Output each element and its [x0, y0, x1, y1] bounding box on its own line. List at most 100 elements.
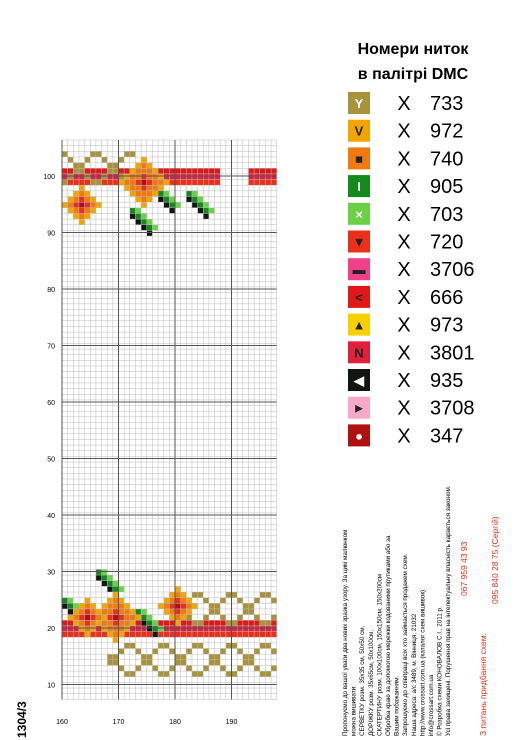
thread-swatch: [348, 202, 370, 225]
stitch: [225, 620, 232, 626]
stitch: [78, 179, 85, 186]
stitch: [146, 625, 153, 632]
y-tick-label: 50: [47, 457, 55, 464]
stitch: [208, 168, 215, 174]
stitch: [141, 162, 147, 169]
stitch: [265, 179, 272, 186]
note-line: Наша адреса: а/с 3489, м. Вінниця, 21032: [410, 613, 418, 736]
stitch: [90, 620, 96, 626]
stitch: [175, 586, 181, 592]
stitch: [197, 179, 204, 186]
stitch: [175, 631, 181, 638]
stitch: [67, 625, 74, 632]
stitch: [191, 642, 198, 649]
stitch: [214, 608, 221, 615]
stitch: [208, 631, 215, 638]
stitch: [225, 671, 232, 677]
stitch: [158, 179, 164, 186]
cross-mark: X: [397, 204, 410, 226]
stitch: [78, 207, 85, 214]
stitch: [107, 654, 113, 660]
stitch: [95, 614, 102, 621]
stitch: [271, 648, 277, 655]
cross-mark: X: [397, 93, 410, 115]
stitch: [265, 642, 272, 649]
stitch: [135, 196, 142, 203]
stitch: [265, 671, 272, 677]
stitch: [265, 592, 272, 598]
stitch: [220, 614, 226, 621]
stitch: [197, 168, 204, 174]
stitch: [175, 603, 181, 609]
stitch: [84, 168, 91, 174]
stitch: [107, 168, 113, 174]
stitch: [73, 207, 79, 214]
stitch: [180, 603, 187, 609]
stitch: [84, 631, 91, 638]
stitch: [169, 207, 175, 214]
note-line: Обробка краю за допомогою мережки кодова…: [384, 535, 392, 736]
stitch: [254, 631, 260, 638]
stitch: [107, 580, 113, 587]
stitch: [169, 168, 175, 174]
stitch: [158, 185, 164, 191]
stitch: [152, 190, 159, 197]
stitch: [67, 614, 74, 621]
stitch: [90, 631, 96, 638]
cross-mark: X: [397, 176, 410, 198]
stitch: [180, 659, 187, 666]
stitch: [214, 659, 221, 666]
stitch: [163, 168, 170, 174]
stitch: [191, 202, 198, 208]
stitch: [90, 207, 96, 214]
stitch: [248, 631, 255, 638]
stitch: [95, 569, 102, 576]
stitch: [203, 620, 209, 626]
stitch: [90, 168, 96, 174]
note-line: СЕРВЕТКУ розм. 35х35 см, 50х50 см,: [359, 625, 366, 736]
stitch: [158, 603, 164, 609]
stitch: [141, 224, 147, 231]
stitch: [186, 196, 192, 203]
y-tick-label: 30: [47, 570, 55, 577]
y-tick-label: 60: [47, 400, 55, 407]
stitch: [231, 592, 238, 598]
stitch: [152, 185, 159, 191]
stitch: [124, 179, 130, 186]
stitch: [101, 179, 108, 186]
stitch: [107, 586, 113, 592]
stitch: [107, 620, 113, 626]
stitch: [175, 179, 181, 186]
stitch: [112, 162, 119, 169]
stitch: [73, 625, 79, 632]
stitch: [112, 625, 119, 632]
stitch: [124, 614, 130, 621]
stitch: [124, 620, 130, 626]
stitch: [158, 631, 164, 638]
stitch: [78, 620, 85, 626]
stitch: [107, 173, 113, 180]
stitch: [169, 625, 175, 632]
stitch: [254, 168, 260, 174]
stitch: [78, 614, 85, 621]
stitch: [118, 603, 125, 609]
stitch: [265, 631, 272, 638]
pattern-id: 1304/3: [15, 701, 29, 738]
stitch: [73, 614, 79, 621]
stitch: [141, 185, 147, 191]
stitch: [242, 608, 249, 615]
stitch: [73, 202, 79, 208]
stitch: [169, 592, 175, 598]
stitch: [84, 207, 91, 214]
stitch: [124, 168, 130, 174]
stitch: [95, 202, 102, 208]
stitch: [90, 625, 96, 632]
stitch: [62, 620, 68, 626]
stitch: [186, 603, 192, 609]
stitch: [248, 620, 255, 626]
stitch: [124, 625, 130, 632]
stitch: [180, 654, 187, 660]
stitch: [101, 575, 108, 581]
stitch: [118, 625, 125, 632]
stitch: [112, 597, 119, 604]
